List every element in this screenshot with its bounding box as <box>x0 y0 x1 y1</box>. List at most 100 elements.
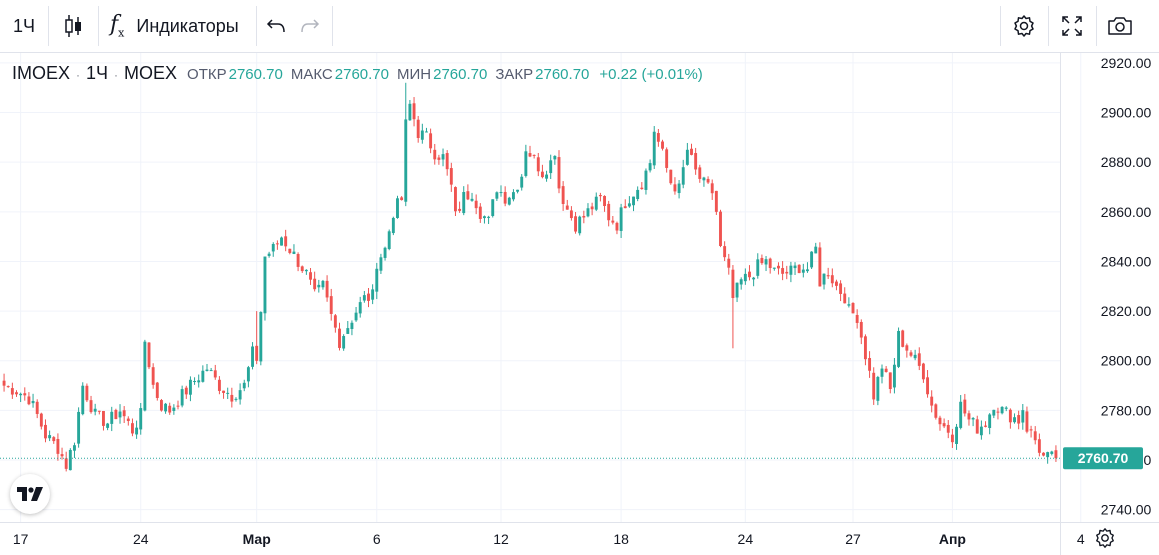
candle-body <box>238 390 242 400</box>
candle-body <box>180 389 184 406</box>
candle-body <box>627 203 631 207</box>
candle-body <box>797 264 801 274</box>
candle-body <box>246 367 250 382</box>
time-axis-label: Апр <box>939 531 966 547</box>
candle-body <box>68 449 72 471</box>
candle-body <box>143 341 147 411</box>
candle-body <box>64 458 68 469</box>
candle-body <box>735 282 739 298</box>
candle-body <box>251 346 254 367</box>
candle-body <box>905 345 909 351</box>
snapshot-button[interactable] <box>1100 4 1140 48</box>
settings-icon <box>1014 15 1034 37</box>
candle-body <box>901 330 905 347</box>
candle-body <box>387 231 391 249</box>
settings-button[interactable] <box>1004 4 1044 48</box>
candle-body <box>822 273 826 285</box>
candle-body <box>437 157 441 160</box>
candle-body <box>851 302 855 314</box>
candle-body <box>565 205 569 210</box>
candle-body <box>578 216 582 234</box>
candle-body <box>582 215 586 218</box>
candle-body <box>213 370 217 378</box>
legend-symbol: IMOEX <box>12 63 71 83</box>
time-axis-label: 6 <box>373 531 381 547</box>
candle-body <box>955 426 958 444</box>
candle-body <box>466 191 470 200</box>
candle-body <box>329 296 333 314</box>
candle-body <box>495 192 499 199</box>
price-axis-label: 2900.00 <box>1101 105 1152 121</box>
candle-body <box>441 154 445 160</box>
candle-body <box>267 253 271 256</box>
candle-body <box>6 386 10 388</box>
redo-button[interactable] <box>296 4 324 48</box>
time-axis-label: 17 <box>13 531 29 547</box>
candle-body <box>408 103 412 121</box>
candle-body <box>897 330 901 367</box>
candle-body <box>44 424 47 439</box>
legend-high-value: 2760.70 <box>334 66 389 83</box>
candle-body <box>230 394 234 402</box>
candle-body <box>917 353 921 366</box>
candle-body <box>619 207 623 231</box>
scale-settings-button[interactable] <box>1093 527 1117 549</box>
candle-body <box>114 409 118 420</box>
candle-body <box>1025 411 1029 432</box>
candle-body <box>648 163 652 171</box>
candle-body <box>222 390 226 393</box>
time-axis-label: 12 <box>493 531 509 547</box>
candle-body <box>296 253 300 267</box>
candle-body <box>959 401 963 428</box>
candle-body <box>300 266 304 272</box>
tradingview-logo-button[interactable] <box>10 474 50 514</box>
candle-body <box>623 206 627 209</box>
candle-body <box>863 336 867 360</box>
candle-body <box>155 382 159 398</box>
legend-separator: · <box>76 68 81 82</box>
candle-body <box>950 434 954 443</box>
candle-body <box>930 396 934 406</box>
price-axis-label: 2820.00 <box>1101 303 1152 319</box>
candle-body <box>644 170 648 190</box>
candle-body <box>85 385 89 401</box>
candle-body <box>379 257 383 271</box>
candle-body <box>39 413 43 427</box>
candle-body <box>89 400 93 413</box>
candle-body <box>727 258 731 268</box>
candle-body <box>164 403 168 412</box>
interval-button[interactable]: 1Ч <box>4 4 44 48</box>
price-axis-label: 2840.00 <box>1101 253 1152 269</box>
candle-body <box>122 410 126 417</box>
redo-icon <box>301 19 320 33</box>
candle-body <box>561 186 565 204</box>
fullscreen-button[interactable] <box>1052 4 1092 48</box>
candle-body <box>926 377 930 395</box>
candle-body <box>934 404 938 418</box>
undo-button[interactable] <box>262 4 290 48</box>
candle-body <box>412 103 416 120</box>
indicators-button[interactable]: fx Индикаторы <box>104 4 252 48</box>
candle-body <box>73 445 76 451</box>
candle-body <box>549 160 553 174</box>
candle-body <box>843 293 847 304</box>
candle-body <box>681 167 685 185</box>
time-axis-label: 27 <box>845 531 861 547</box>
candle-body <box>102 410 105 426</box>
candle-body <box>540 171 544 178</box>
toolbar-divider <box>332 6 333 46</box>
candle-body <box>996 411 1000 413</box>
chart-type-button[interactable] <box>54 4 94 48</box>
candle-body <box>209 370 213 372</box>
candle-body <box>739 279 743 285</box>
candle-body <box>499 192 503 194</box>
toolbar-divider <box>98 6 99 46</box>
candle-body <box>793 265 797 269</box>
last-price-label: 2760.70 <box>1078 450 1129 466</box>
candle-body <box>317 284 321 288</box>
candle-body <box>731 269 735 298</box>
candle-body <box>748 271 751 278</box>
candle-body <box>176 405 180 407</box>
candle-body <box>743 273 747 282</box>
price-chart[interactable]: 2920.00 2900.00 2880.00 2860.00 2840.00 2820.… <box>0 53 1159 555</box>
